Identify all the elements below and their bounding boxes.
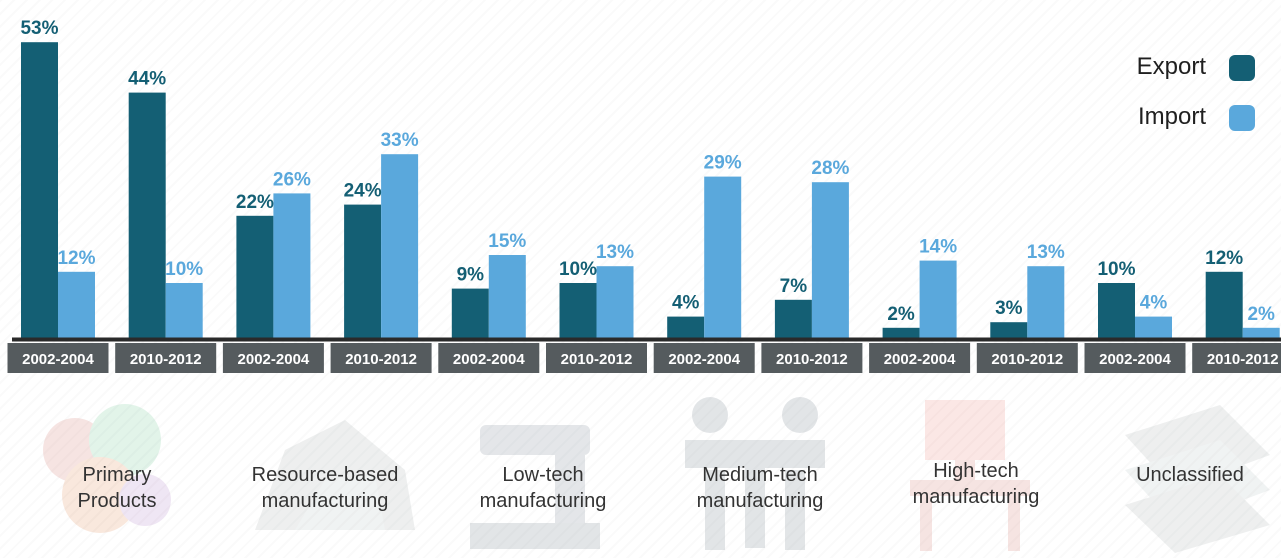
period-label-box bbox=[1084, 343, 1186, 373]
rocks-icon bbox=[255, 420, 415, 530]
import-data-label: 12% bbox=[57, 248, 95, 269]
group-label-unclassified: Unclassified bbox=[1136, 464, 1244, 486]
export-data-label: 2% bbox=[887, 304, 915, 325]
period-label-box bbox=[7, 343, 109, 373]
import-bar bbox=[381, 154, 419, 339]
import-bar bbox=[811, 182, 849, 339]
period-tick-label: 2010-2012 bbox=[130, 351, 202, 368]
import-data-label: 28% bbox=[811, 158, 849, 179]
period-tick-label: 2002-2004 bbox=[22, 351, 94, 368]
export-bar bbox=[451, 288, 489, 339]
export-bar bbox=[667, 316, 705, 339]
export-data-label: 12% bbox=[1205, 248, 1243, 269]
import-bar bbox=[596, 266, 634, 339]
import-data-label: 33% bbox=[381, 130, 419, 151]
export-data-label: 10% bbox=[559, 259, 597, 280]
group-label-primary-products: Primary Products bbox=[77, 464, 157, 512]
export-bar bbox=[1205, 271, 1243, 339]
period-tick-label: 2002-2004 bbox=[238, 351, 310, 368]
group-label-resource-based: Resource-based manufacturing bbox=[251, 464, 399, 512]
period-label-box bbox=[653, 343, 755, 373]
import-bar bbox=[704, 176, 742, 339]
export-data-label: 22% bbox=[236, 192, 274, 213]
computer-desk-icon bbox=[910, 400, 1030, 551]
export-bar bbox=[21, 42, 58, 339]
import-data-label: 15% bbox=[488, 231, 526, 252]
import-bar bbox=[165, 283, 203, 339]
period-label-box bbox=[222, 343, 324, 373]
import-bar bbox=[1242, 327, 1280, 339]
export-data-label: 44% bbox=[128, 69, 166, 90]
period-tick-label: 2002-2004 bbox=[453, 351, 525, 368]
period-tick-label: 2010-2012 bbox=[561, 351, 633, 368]
export-bar bbox=[559, 283, 597, 339]
group-label-medium-tech: Medium-tech manufacturing bbox=[696, 464, 824, 512]
export-data-label: 53% bbox=[20, 18, 58, 39]
import-data-label: 14% bbox=[919, 237, 957, 258]
import-data-label: 4% bbox=[1140, 293, 1168, 314]
period-tick-label: 2010-2012 bbox=[345, 351, 417, 368]
import-bar bbox=[488, 255, 526, 339]
period-label-box bbox=[115, 343, 217, 373]
export-data-label: 24% bbox=[344, 181, 382, 202]
legend-import-label: Import bbox=[1137, 103, 1206, 130]
period-label-box bbox=[1192, 343, 1281, 373]
sewing-machine-icon bbox=[470, 425, 600, 549]
export-data-label: 7% bbox=[780, 276, 808, 297]
books-icon bbox=[1125, 405, 1270, 553]
import-bar bbox=[1027, 266, 1065, 339]
export-bar bbox=[774, 299, 812, 339]
workers-icon bbox=[685, 397, 825, 550]
legend-export-label: Export bbox=[1136, 53, 1206, 80]
export-data-label: 3% bbox=[995, 298, 1023, 319]
period-tick-label: 2002-2004 bbox=[668, 351, 740, 368]
import-data-label: 13% bbox=[1027, 242, 1065, 263]
export-data-label: 4% bbox=[672, 293, 700, 314]
export-bar bbox=[990, 322, 1028, 339]
period-label-box bbox=[976, 343, 1078, 373]
period-label-box bbox=[546, 343, 647, 373]
import-data-label: 29% bbox=[704, 153, 742, 174]
import-data-label: 2% bbox=[1247, 304, 1275, 325]
vegetables-icon bbox=[43, 404, 171, 533]
group-label-high-tech: High-tech manufacturing bbox=[912, 460, 1040, 508]
period-tick-label: 2010-2012 bbox=[1207, 351, 1279, 368]
export-bar bbox=[236, 215, 274, 339]
group-label-low-tech: Low-tech manufacturing bbox=[479, 464, 607, 512]
export-bar bbox=[882, 327, 920, 339]
period-label-box bbox=[761, 343, 863, 373]
import-data-label: 10% bbox=[165, 259, 203, 280]
import-data-label: 13% bbox=[596, 242, 634, 263]
period-tick-label: 2010-2012 bbox=[776, 351, 848, 368]
period-label-box bbox=[438, 343, 540, 373]
export-bar bbox=[344, 204, 382, 339]
import-bar bbox=[1135, 316, 1172, 339]
import-bar bbox=[58, 271, 95, 339]
period-tick-label: 2002-2004 bbox=[884, 351, 956, 368]
period-tick-label: 2002-2004 bbox=[1099, 351, 1171, 368]
legend-import-swatch bbox=[1229, 105, 1255, 131]
export-bar bbox=[1098, 283, 1135, 339]
import-bar bbox=[273, 193, 311, 339]
export-data-label: 10% bbox=[1097, 259, 1135, 280]
period-tick-label: 2010-2012 bbox=[991, 351, 1063, 368]
import-data-label: 26% bbox=[273, 169, 311, 190]
export-data-label: 9% bbox=[457, 265, 485, 286]
period-label-box bbox=[330, 343, 432, 373]
import-bar bbox=[919, 260, 957, 339]
export-bar bbox=[128, 92, 166, 339]
period-label-box bbox=[869, 343, 971, 373]
legend-export-swatch bbox=[1229, 55, 1255, 81]
